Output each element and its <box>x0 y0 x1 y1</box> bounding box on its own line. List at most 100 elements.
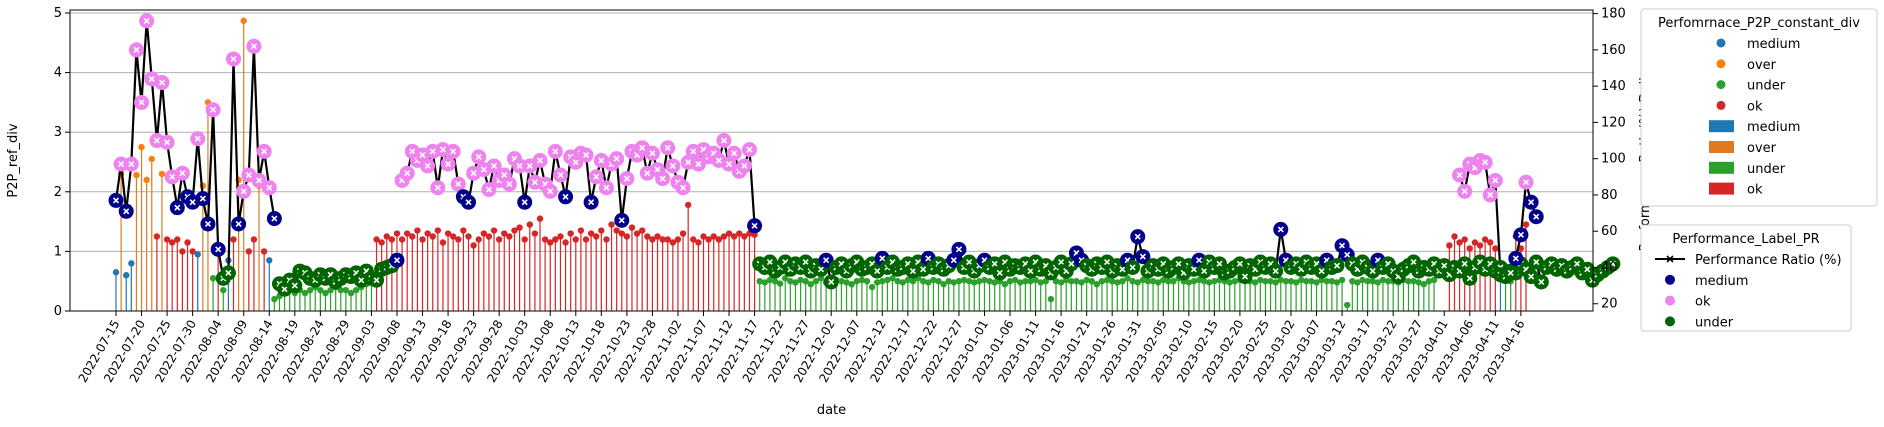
right-axis-ticks: 20 40 60 80 100 120 140 160 180 <box>1593 7 1626 312</box>
pr-marker-x <box>623 175 630 182</box>
p2p-dot <box>1154 279 1162 286</box>
p2p-dot <box>950 279 958 286</box>
pr-marker-x <box>245 171 252 179</box>
p2p-dot <box>1338 276 1346 284</box>
p2p-dot <box>490 227 498 234</box>
pr-marker-x <box>644 170 651 177</box>
p2p-dot <box>582 236 590 243</box>
p2p-dot <box>378 239 385 246</box>
x-axis-label: date <box>817 403 846 418</box>
pr-marker-x <box>695 161 702 168</box>
pr-marker-x <box>1528 199 1535 206</box>
pr-marker-x <box>991 260 998 267</box>
pr-marker-x <box>516 162 523 170</box>
p2p-dot <box>1206 279 1213 286</box>
p2p-dot <box>1410 277 1417 285</box>
pr-marker-x <box>419 151 426 159</box>
pr-marker-x <box>1512 255 1519 262</box>
p2p-dot <box>1323 277 1330 285</box>
pr-marker-x <box>1528 273 1535 280</box>
legend-pr-entry: medium <box>1695 274 1748 289</box>
pr-marker-x <box>291 282 298 289</box>
p2p-dot <box>991 279 998 286</box>
p2p-dot <box>1006 277 1014 285</box>
p2p-dot <box>470 242 477 249</box>
left-tick-label: 5 <box>54 6 62 21</box>
left-tick-label: 3 <box>54 125 62 140</box>
legend-p2p-title: Perfomrnace_P2P_constant_div <box>1658 16 1860 31</box>
p2p-dot <box>1298 276 1305 284</box>
p2p-dot <box>756 277 763 285</box>
pr-marker-x <box>1119 266 1126 273</box>
p2p-dot <box>1042 277 1049 285</box>
p2p-dot <box>1277 276 1284 284</box>
pr-marker-x <box>715 157 722 164</box>
pr-marker-x <box>490 162 498 170</box>
p2p-dot <box>1078 279 1085 286</box>
p2p-dot <box>388 236 396 243</box>
p2p-dot <box>1446 242 1453 249</box>
pr-marker-x <box>250 43 258 50</box>
p2p-dot <box>557 233 564 240</box>
p2p-dot <box>531 230 539 237</box>
p2p-dot <box>301 289 309 297</box>
p2p-dot <box>1098 277 1106 285</box>
p2p-dot <box>725 230 733 237</box>
pr-marker-x <box>230 55 237 63</box>
p2p-dot <box>664 236 671 243</box>
pr-marker-x <box>1104 258 1111 266</box>
pr-marker-x <box>1410 258 1417 266</box>
pr-marker-x <box>143 17 150 24</box>
pr-marker-x <box>746 146 753 153</box>
p2p-dot <box>1267 277 1274 285</box>
legend-dot-over-swatch <box>1716 59 1726 69</box>
legend-entry-under: under <box>1747 79 1786 94</box>
p2p-dot <box>1108 277 1116 285</box>
pr-marker-x <box>123 208 130 215</box>
p2p-dot <box>184 239 191 246</box>
p2p-dot <box>1333 279 1341 286</box>
p2p-dot <box>1287 277 1295 285</box>
p2p-dot <box>981 276 988 284</box>
p2p-dot <box>1349 277 1356 285</box>
p2p-dot <box>1114 279 1121 286</box>
pr-marker-x <box>271 215 278 222</box>
pr-marker-x <box>281 286 288 293</box>
p2p-dot <box>189 248 196 255</box>
p2p-dot <box>1461 236 1468 243</box>
pr-marker-x <box>1533 258 1540 266</box>
pr-marker-x <box>470 170 477 177</box>
pr-marker-x <box>598 157 605 164</box>
legend-pr-entry: under <box>1695 315 1734 330</box>
legend-pr-label: Performance_Label_PR Performance Ratio (… <box>1640 224 1852 332</box>
p2p-dot <box>1195 276 1203 284</box>
pr-marker-x <box>465 199 472 206</box>
pr-marker-x <box>1461 260 1468 267</box>
p2p-dot <box>1226 279 1233 286</box>
pr-marker-x <box>802 258 809 266</box>
pr-marker-x <box>1441 262 1448 269</box>
pr-marker-x <box>1574 260 1581 267</box>
legend-bar-over-swatch <box>1709 141 1734 153</box>
pr-marker-x <box>1201 268 1208 275</box>
pr-marker-x <box>1241 273 1249 280</box>
pr-marker-x <box>429 148 436 155</box>
p2p-dot <box>414 227 421 234</box>
p2p-dot <box>403 230 411 237</box>
p2p-dot <box>1103 276 1111 284</box>
p2p-dot <box>695 239 702 246</box>
p2p-dot <box>935 277 942 285</box>
pr-marker-x <box>215 246 222 253</box>
p2p-dot <box>383 233 390 240</box>
pr-marker-x <box>204 220 212 228</box>
pr-marker-x <box>664 144 671 151</box>
p2p-dot <box>1252 279 1259 286</box>
p2p-dot <box>1022 277 1029 285</box>
pr-marker-x <box>741 162 748 170</box>
right-tick-label: 180 <box>1601 7 1626 22</box>
pr-marker-x <box>240 188 247 195</box>
p2p-dot <box>158 170 166 178</box>
p2p-dot <box>317 286 324 294</box>
pr-marker-x <box>649 150 656 157</box>
